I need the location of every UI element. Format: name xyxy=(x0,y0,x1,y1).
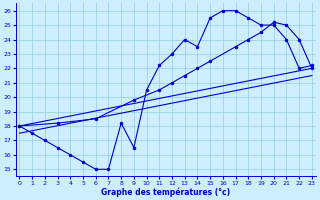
X-axis label: Graphe des températures (°c): Graphe des températures (°c) xyxy=(101,187,230,197)
